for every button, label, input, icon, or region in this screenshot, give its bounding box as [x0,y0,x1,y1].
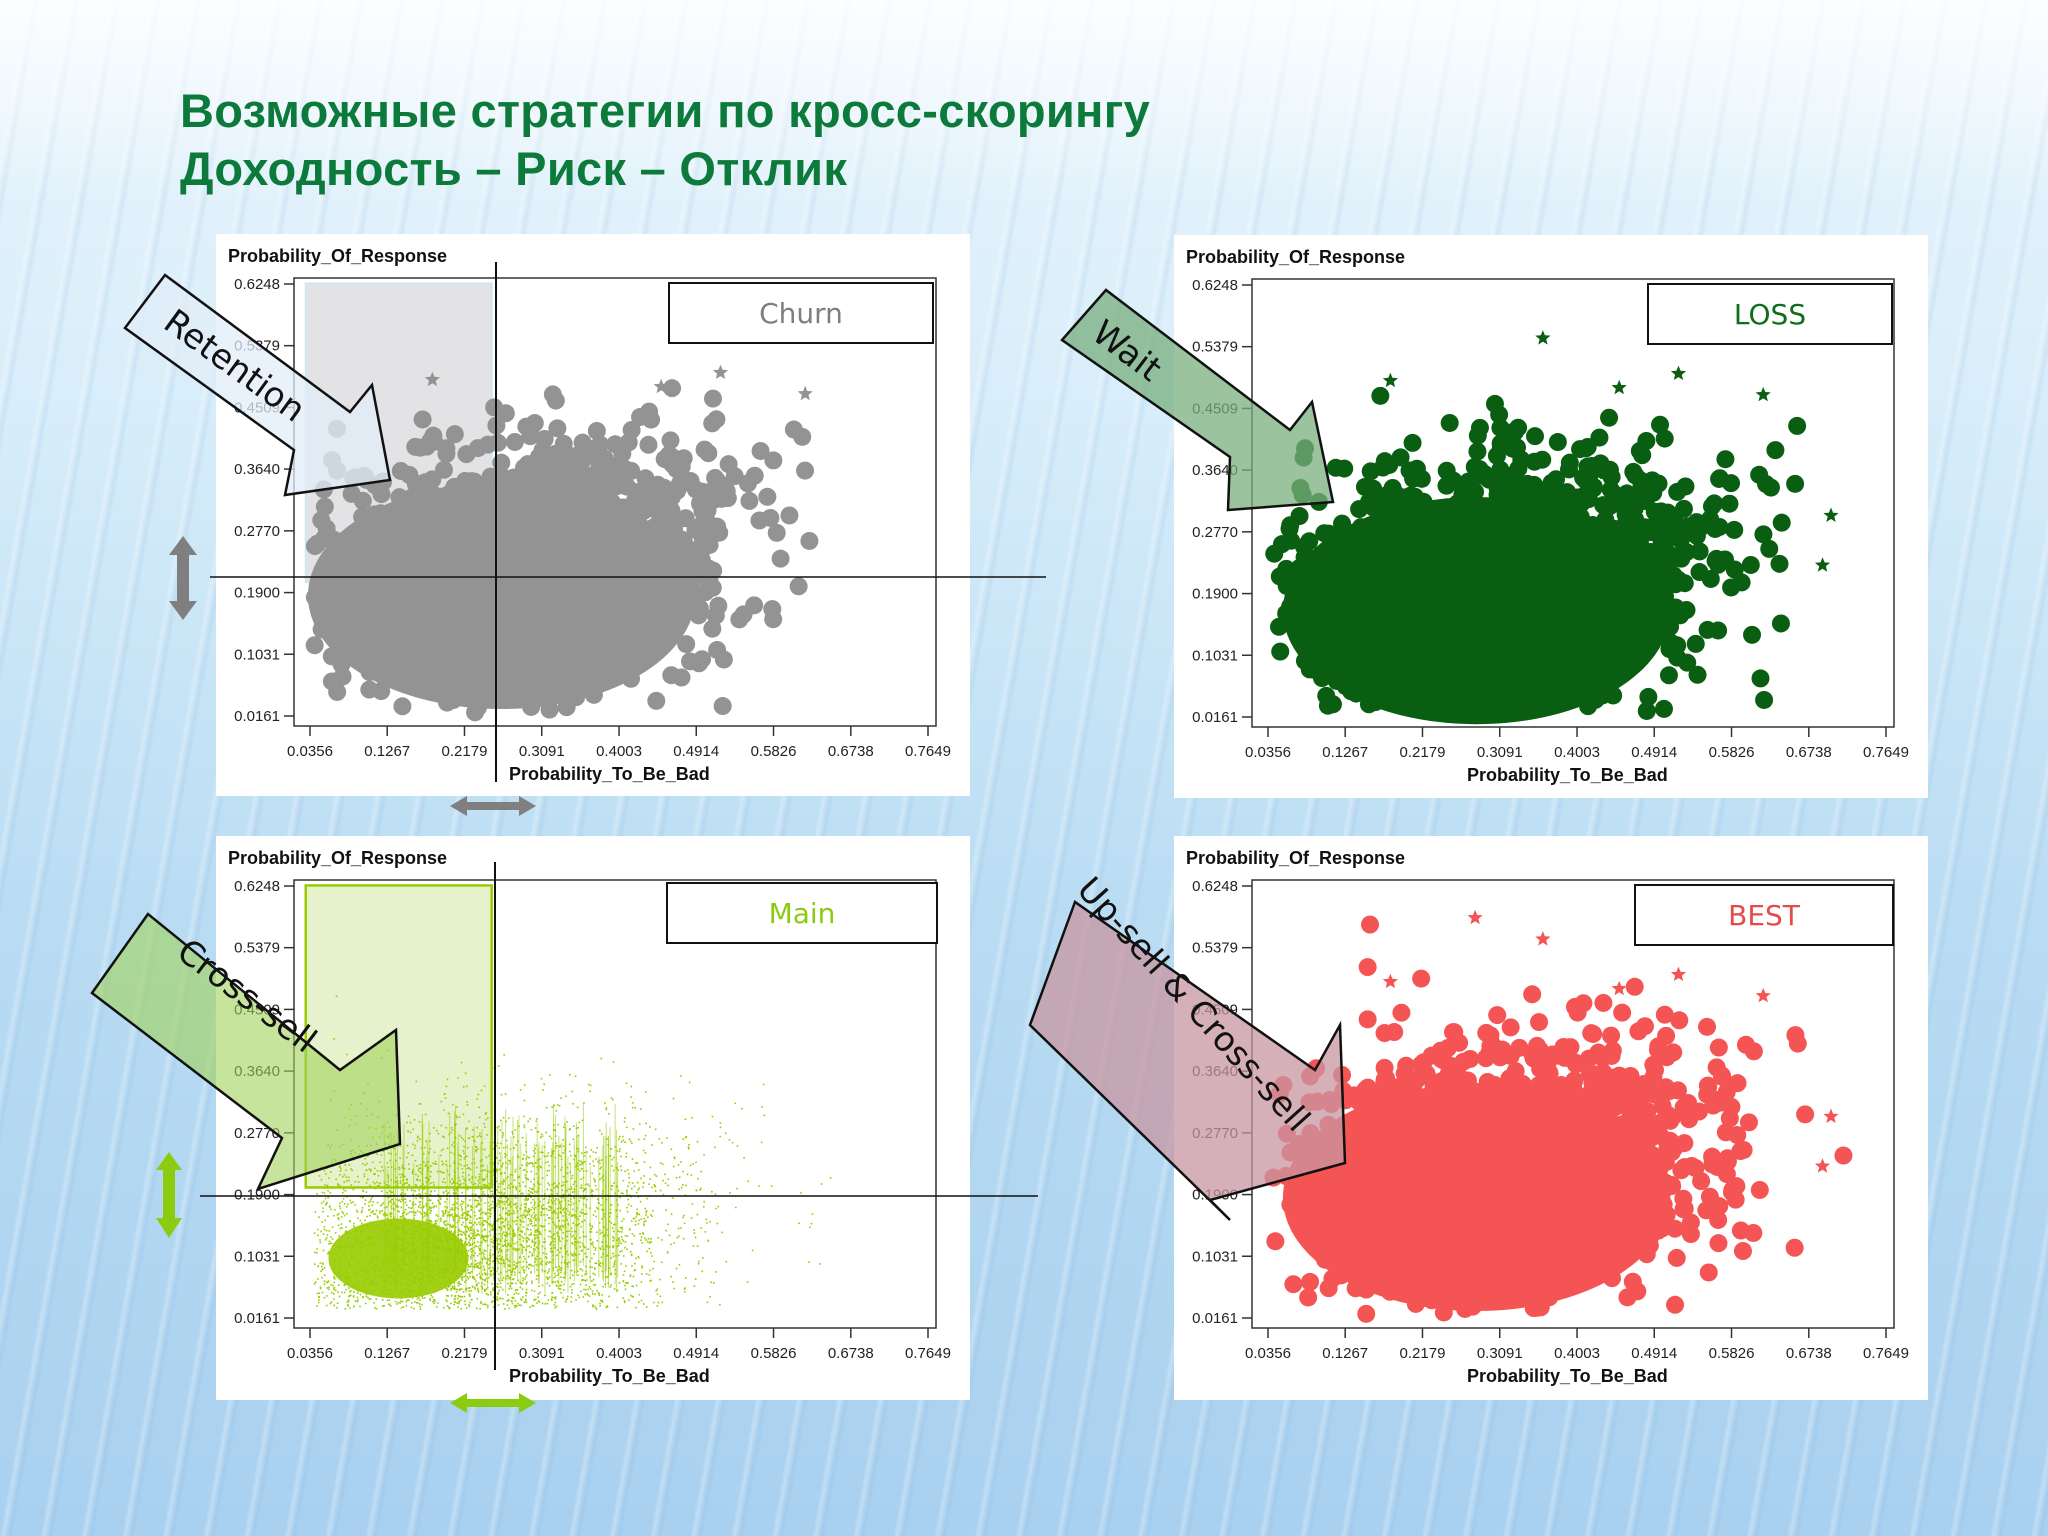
x-tick-label: 0.2179 [442,743,488,760]
segment-label-best: BEST [1634,884,1894,946]
horizontal-double-arrow-churn [450,796,536,816]
chart-panel-best: Probability_Of_Response 0.0161 0.1031 0.19… [1174,836,1928,1400]
highlight-region [304,884,493,1189]
y-tick-label: 0.6248 [234,276,280,293]
x-tick-label: 0.0356 [287,743,333,760]
y-tick-label: 0.0161 [1192,1310,1238,1327]
data-points [305,364,819,722]
title-line-2: Доходность – Риск – Отклик [180,142,848,195]
y-tick-label: 0.3640 [1192,1063,1238,1080]
x-tick-label: 0.5826 [751,1345,797,1362]
x-tick-label: 0.4914 [673,743,719,760]
y-tick-label: 0.1031 [1192,1248,1238,1265]
x-tick-label: 0.6738 [1786,744,1832,761]
x-tick-label: 0.1267 [1322,744,1368,761]
x-tick-label: 0.6738 [1786,1345,1832,1362]
y-tick-label: 0.1031 [1192,647,1238,664]
x-tick-label: 0.0356 [1245,1345,1291,1362]
x-tick-label: 0.3091 [519,1345,565,1362]
segment-label-churn: Churn [668,282,934,344]
scatter-plot-churn: 0.0161 0.1031 0.1900 0.2770 0.3640 0.4509 0.53… [234,276,951,760]
y-tick-label: 0.6248 [1192,277,1238,294]
y-tick-label: 0.6248 [1192,878,1238,895]
x-tick-label: 0.7649 [905,743,951,760]
x-tick-label: 0.5826 [1709,744,1755,761]
x-tick-label: 0.5826 [1709,1345,1755,1362]
plot-frame [293,277,937,727]
x-axis-title: Probability_To_Be_Bad [1467,1366,1668,1386]
x-tick-label: 0.4003 [596,1345,642,1362]
x-tick-label: 0.3091 [519,743,565,760]
y-tick-label: 0.0161 [234,708,280,725]
y-tick-label: 0.3640 [234,461,280,478]
x-tick-label: 0.7649 [1863,1345,1909,1362]
y-axis-title: Probability_Of_Response [228,848,448,868]
y-tick-label: 0.4509 [234,399,280,416]
y-tick-label: 0.2770 [234,523,280,540]
y-axis-title: Probability_Of_Response [1186,247,1406,267]
y-tick-label: 0.4509 [1192,1001,1238,1018]
x-tick-label: 0.3091 [1477,744,1523,761]
y-tick-label: 0.0161 [1192,709,1238,726]
x-tick-label: 0.0356 [1245,744,1291,761]
x-tick-label: 0.1267 [364,1345,410,1362]
x-tick-label: 0.3091 [1477,1345,1523,1362]
y-tick-label: 0.5379 [1192,339,1238,356]
title-line-1: Возможные стратегии по кросс-скорингу [180,84,1151,137]
x-axis-title: Probability_To_Be_Bad [1467,765,1668,785]
x-tick-label: 0.4914 [1631,1345,1677,1362]
x-tick-label: 0.2179 [1400,744,1446,761]
y-tick-label: 0.1900 [234,585,280,602]
y-tick-label: 0.1900 [1192,1187,1238,1204]
y-tick-label: 0.0161 [234,1310,280,1327]
x-tick-label: 0.1267 [1322,1345,1368,1362]
scatter-plot-loss: 0.0161 0.1031 0.1900 0.2770 0.3640 0.4509 0.53… [1192,277,1909,761]
x-axis-title: Probability_To_Be_Bad [509,764,710,784]
y-tick-label: 0.1031 [234,646,280,663]
vertical-double-arrow-main [156,1152,182,1238]
x-tick-label: 0.2179 [1400,1345,1446,1362]
y-tick-label: 0.3640 [1192,462,1238,479]
data-points [1265,330,1839,725]
x-tick-label: 0.2179 [442,1345,488,1362]
x-tick-label: 0.7649 [905,1345,951,1362]
x-tick-label: 0.1267 [364,743,410,760]
y-axis-title: Probability_Of_Response [1186,848,1406,868]
y-tick-label: 0.1900 [234,1187,280,1204]
x-tick-label: 0.5826 [751,743,797,760]
x-axis-title: Probability_To_Be_Bad [509,1366,710,1386]
y-tick-label: 0.5379 [234,338,280,355]
x-tick-label: 0.0356 [287,1345,333,1362]
y-tick-label: 0.4509 [1192,400,1238,417]
vertical-double-arrow-churn [169,536,197,620]
y-tick-label: 0.5379 [1192,940,1238,957]
y-tick-label: 0.5379 [234,940,280,957]
y-axis-title: Probability_Of_Response [228,246,448,266]
chart-panel-loss: Probability_Of_Response 0.0161 0.1031 0.19… [1174,235,1928,798]
data-points [1264,909,1853,1323]
x-tick-label: 0.6738 [828,743,874,760]
segment-label-loss: LOSS [1647,283,1893,345]
x-tick-label: 0.7649 [1863,744,1909,761]
y-tick-label: 0.2770 [234,1125,280,1142]
y-tick-label: 0.2770 [1192,1125,1238,1142]
slide-title: Возможные стратегии по кросс-скорингу До… [180,82,1150,198]
y-tick-label: 0.1900 [1192,586,1238,603]
chart-panel-churn: Probability_Of_Response 0.0161 0.1031 0.19… [216,234,970,796]
y-tick-label: 0.2770 [1192,524,1238,541]
x-tick-label: 0.4003 [596,743,642,760]
wait-arrow-label: Wait [1085,313,1169,390]
y-tick-label: 0.1031 [234,1248,280,1265]
y-tick-label: 0.4509 [234,1001,280,1018]
y-tick-label: 0.6248 [234,878,280,895]
segment-label-main: Main [666,882,938,944]
y-tick-label: 0.3640 [234,1063,280,1080]
chart-panel-main: Probability_Of_Response 0.0161 0.1031 0.19… [216,836,970,1400]
x-tick-label: 0.4003 [1554,1345,1600,1362]
x-tick-label: 0.4003 [1554,744,1600,761]
x-tick-label: 0.4914 [673,1345,719,1362]
x-tick-label: 0.4914 [1631,744,1677,761]
x-tick-label: 0.6738 [828,1345,874,1362]
